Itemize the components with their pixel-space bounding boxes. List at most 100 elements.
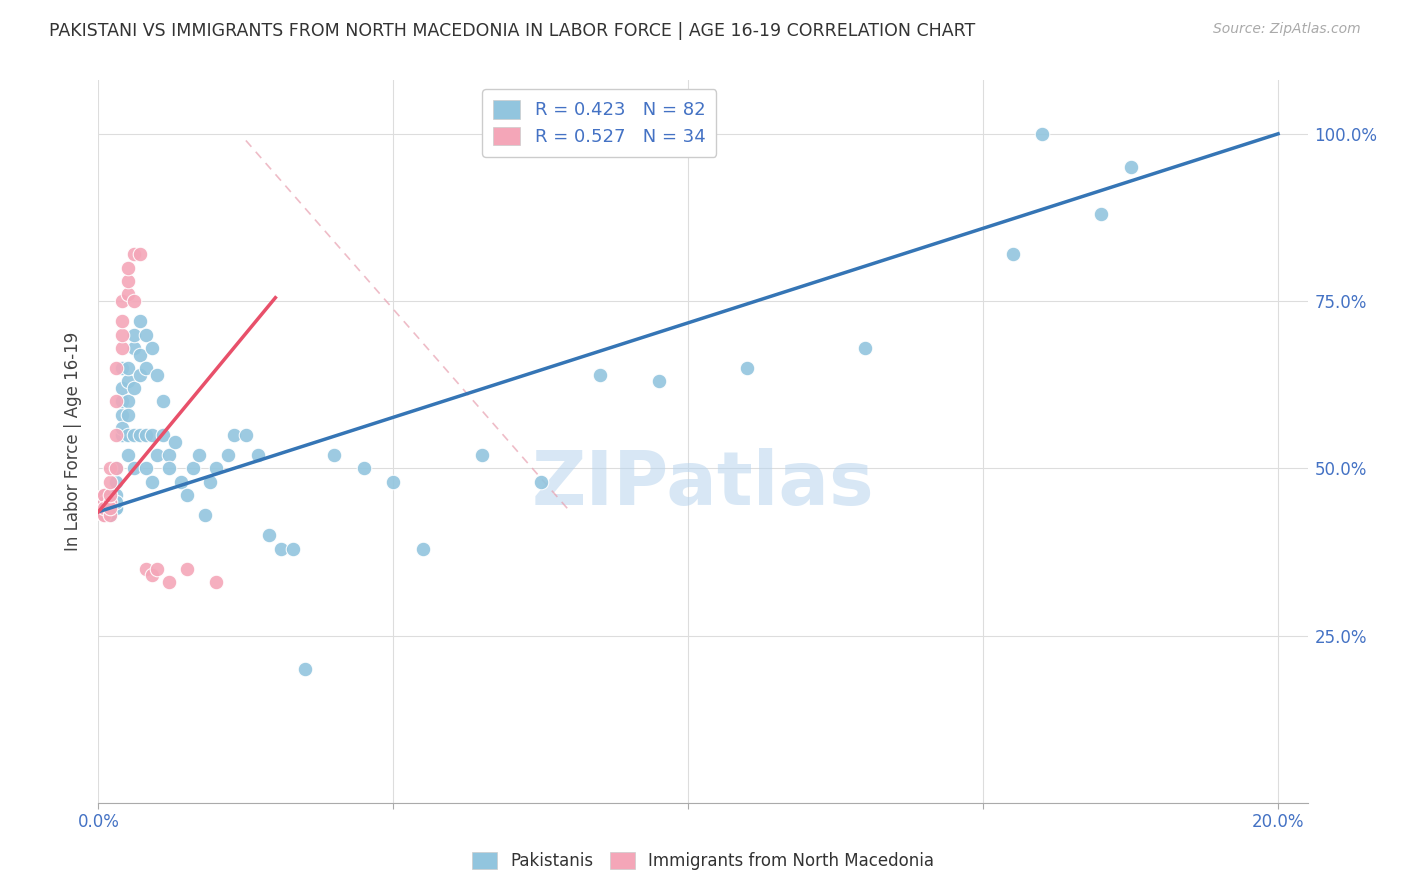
Point [93,501,115,516]
Point [98,461,121,475]
Point [105,501,128,516]
Point [111,427,134,442]
Point [281,541,304,556]
Point [1031,127,1053,141]
Point [93,508,115,523]
Point [1090,207,1112,221]
Point [135,327,157,342]
Point [98,494,121,508]
Point [270,541,292,556]
Point [98,475,121,489]
Point [105,461,128,475]
Point [122,427,145,442]
Point [152,427,174,442]
Point [98,508,121,523]
Point [128,427,150,442]
Point [111,341,134,355]
Point [117,427,139,442]
Point [93,501,115,516]
Point [93,488,115,502]
Point [141,568,163,582]
Point [170,475,193,489]
Point [98,488,121,502]
Point [111,408,134,422]
Point [187,448,209,462]
Point [530,475,553,489]
Point [181,461,204,475]
Point [98,508,121,523]
Point [246,448,269,462]
Point [117,361,139,376]
Point [122,461,145,475]
Point [176,488,198,502]
Point [122,247,145,261]
Point [165,434,187,449]
Point [205,575,228,590]
Point [135,427,157,442]
Point [105,394,128,409]
Point [294,662,316,676]
Point [353,461,375,475]
Point [111,361,134,376]
Point [128,368,150,382]
Point [122,381,145,395]
Point [146,562,169,576]
Point [412,541,434,556]
Point [128,314,150,328]
Point [122,294,145,309]
Point [146,448,169,462]
Point [111,381,134,395]
Point [93,494,115,508]
Point [135,361,157,376]
Point [105,501,128,516]
Point [382,475,405,489]
Point [122,341,145,355]
Point [205,461,228,475]
Point [117,394,139,409]
Point [235,427,257,442]
Point [111,294,134,309]
Point [105,488,128,502]
Point [117,375,139,389]
Point [735,361,758,376]
Point [648,375,671,389]
Legend: R = 0.423   N = 82, R = 0.527   N = 34: R = 0.423 N = 82, R = 0.527 N = 34 [482,89,716,157]
Point [222,427,245,442]
Point [589,368,612,382]
Point [152,394,174,409]
Point [117,260,139,275]
Point [471,448,494,462]
Point [98,501,121,516]
Point [111,421,134,435]
Point [135,562,157,576]
Text: ZIPatlas: ZIPatlas [531,449,875,522]
Point [146,368,169,382]
Point [93,488,115,502]
Point [93,508,115,523]
Point [93,501,115,516]
Point [117,287,139,301]
Point [105,461,128,475]
Point [141,475,163,489]
Point [117,408,139,422]
Point [105,361,128,376]
Point [98,501,121,516]
Point [98,508,121,523]
Point [105,427,128,442]
Point [157,461,180,475]
Point [105,494,128,508]
Y-axis label: In Labor Force | Age 16-19: In Labor Force | Age 16-19 [65,332,83,551]
Point [176,562,198,576]
Point [105,475,128,489]
Legend: Pakistanis, Immigrants from North Macedonia: Pakistanis, Immigrants from North Macedo… [465,845,941,877]
Point [194,508,217,523]
Point [93,501,115,516]
Point [93,508,115,523]
Point [157,448,180,462]
Point [98,494,121,508]
Point [128,348,150,362]
Text: PAKISTANI VS IMMIGRANTS FROM NORTH MACEDONIA IN LABOR FORCE | AGE 16-19 CORRELAT: PAKISTANI VS IMMIGRANTS FROM NORTH MACED… [49,22,976,40]
Text: Source: ZipAtlas.com: Source: ZipAtlas.com [1213,22,1361,37]
Point [117,274,139,288]
Point [217,448,239,462]
